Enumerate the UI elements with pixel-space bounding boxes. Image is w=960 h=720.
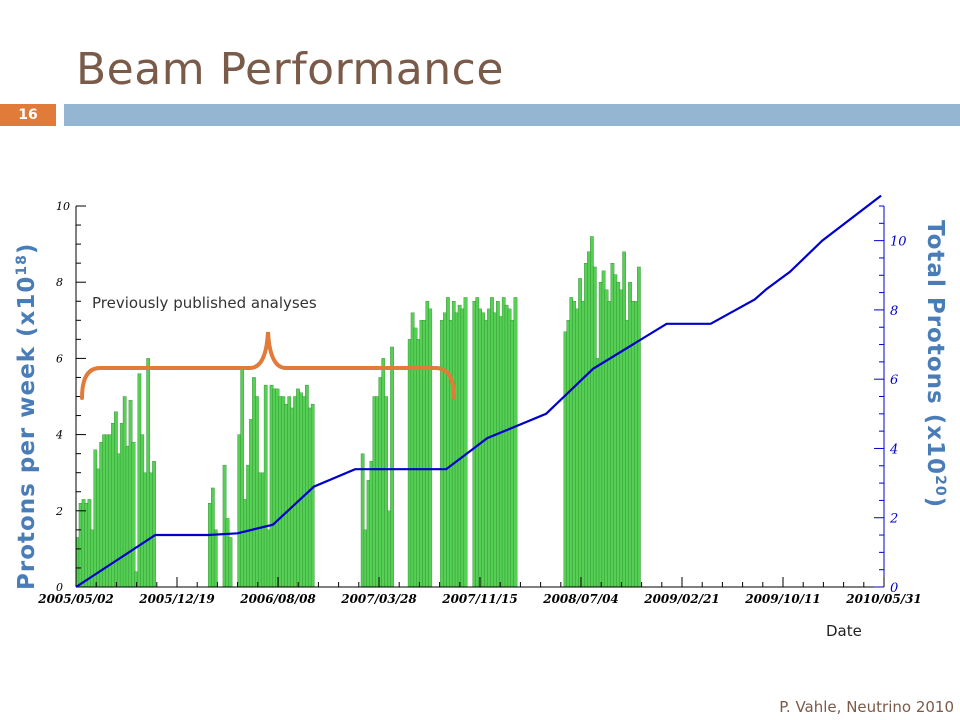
x-axis-label: Date — [826, 622, 862, 640]
svg-text:Protons per week (x1018): Protons per week (x1018) — [14, 243, 40, 590]
y-axis-label-exp: 18 — [14, 254, 30, 275]
x-tick-label: 2006/08/08 — [239, 592, 316, 606]
y2-tick-label: 10 — [890, 235, 907, 250]
bar — [390, 346, 394, 588]
y2-axis-label: Total Protons (x1020) — [922, 220, 948, 508]
x-tick-label: 2008/07/04 — [542, 592, 619, 606]
annotation-brace — [80, 331, 456, 400]
y-tick-label: 4 — [55, 429, 63, 442]
bar — [637, 266, 641, 588]
bar — [228, 537, 233, 588]
title-bar — [64, 104, 960, 126]
x-tick-label: 2010/05/31 — [845, 592, 922, 606]
y-axis-label-close: ) — [14, 243, 40, 255]
y2-tick-label: 6 — [890, 373, 898, 388]
y-tick-label: 6 — [56, 352, 63, 365]
bar — [131, 442, 136, 588]
x-tick-label: 2007/11/15 — [441, 592, 518, 606]
x-tick-label: 2009/02/21 — [643, 592, 720, 606]
cumulative-line — [75, 194, 882, 588]
x-tick-label: 2007/03/28 — [340, 592, 417, 606]
bar-series — [75, 236, 641, 588]
y-axis-label-text: Protons per week (x10 — [14, 276, 40, 590]
slide-title: Beam Performance — [76, 44, 504, 95]
y-tick-label: 10 — [56, 200, 70, 213]
page-number-badge: 16 — [0, 104, 56, 126]
svg-text:Total Protons (x1020): Total Protons (x1020) — [922, 220, 948, 508]
y2-axis-label-text: Total Protons (x10 — [922, 220, 948, 475]
bar — [428, 308, 433, 588]
y-axis-label: Protons per week (x1018) — [14, 243, 40, 590]
x-axis-ticks: 2005/05/02 2005/12/19 2006/08/08 2007/03/28… — [37, 577, 922, 606]
right-axis-ticks: 0 2 4 6 8 10 — [874, 205, 907, 596]
y2-axis-label-close: ) — [922, 497, 948, 509]
x-tick-label: 2009/10/11 — [744, 592, 821, 606]
x-tick-label: 2005/12/19 — [138, 592, 215, 606]
y2-tick-label: 2 — [889, 512, 898, 527]
bar — [310, 403, 315, 588]
y-tick-label: 8 — [56, 276, 63, 289]
y2-tick-label: 0 — [890, 581, 898, 596]
annotation-text: Previously published analyses — [92, 294, 317, 312]
y-tick-label: 0 — [56, 581, 63, 594]
x-tick-label: 2005/05/02 — [37, 592, 114, 606]
bar — [213, 529, 218, 588]
bar — [152, 461, 156, 588]
bar — [463, 297, 468, 588]
footer-credit: P. Vahle, Neutrino 2010 — [779, 698, 954, 716]
y2-tick-label: 4 — [889, 442, 898, 457]
y2-tick-label: 8 — [890, 304, 898, 319]
y-tick-label: 2 — [55, 505, 63, 518]
y2-axis-label-exp: 20 — [932, 475, 948, 496]
left-axis-ticks: 0 2 4 6 8 10 — [55, 200, 86, 594]
bar — [513, 297, 518, 588]
line-series — [75, 194, 882, 588]
